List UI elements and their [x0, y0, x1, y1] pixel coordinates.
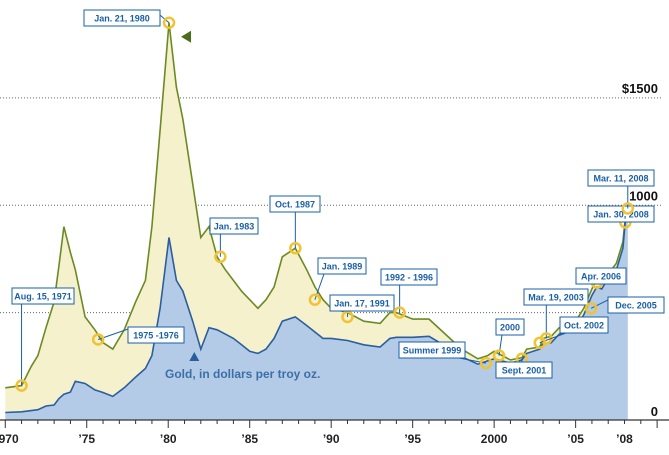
callout: Jan. 1983 — [209, 217, 259, 264]
callout-box — [269, 195, 321, 213]
x-tick-label: ’80 — [160, 432, 177, 446]
callout-marker — [621, 202, 635, 215]
callout-box — [83, 9, 161, 27]
callout-box — [587, 169, 655, 187]
y-axis-label: 0 — [651, 404, 658, 419]
x-tick-label: ’08 — [616, 432, 633, 446]
y-axis-label: 1000 — [629, 188, 658, 203]
callout-label: Oct. 1987 — [275, 200, 315, 210]
y-axis-label: $1500 — [622, 81, 658, 96]
callout-label: Oct. 2002 — [564, 321, 604, 331]
callout-box — [329, 294, 395, 312]
series-label-group: Gold, in dollars per troy oz. — [165, 352, 320, 381]
callout-box — [380, 268, 438, 286]
callout-marker — [289, 241, 302, 255]
callout-label: Jan. 1983 — [214, 222, 255, 232]
peak-marker — [181, 30, 192, 43]
callouts: Jan. 21, 1980 Aug. 15, 1971 1975 -1976 Jan.… — [11, 9, 665, 392]
callout-marker — [584, 302, 598, 315]
y-axis-labels: $1500 1000 0 — [622, 81, 658, 419]
callout-label: Aug. 15, 1971 — [14, 292, 72, 302]
callout: Apr. 2006 — [575, 267, 627, 289]
x-tick-label: ’05 — [567, 432, 584, 446]
callout: Mar. 11, 2008 — [587, 169, 655, 215]
callout-label: 1992 - 1996 — [385, 273, 433, 283]
series-label-arrow — [189, 352, 200, 361]
callout-box — [607, 296, 665, 314]
callout-marker — [393, 306, 406, 319]
callout-box — [495, 361, 553, 379]
callout-label: Mar. 11, 2008 — [593, 174, 648, 184]
callout: Jan. 1989 — [308, 257, 367, 306]
callout-box — [317, 257, 367, 275]
callout-box — [575, 267, 627, 285]
callout-marker — [91, 333, 105, 346]
callout-box — [398, 341, 466, 359]
x-tick-label: ’75 — [78, 432, 95, 446]
callout: Mar. 19, 2003 — [523, 288, 589, 345]
x-axis: 1970 ’75 ’80 ’85 ’90 ’95 2000 ’05 ’08 — [0, 419, 669, 446]
callout-box — [127, 326, 185, 344]
callout: 1975 -1976 — [91, 326, 185, 346]
callout-marker — [533, 336, 547, 349]
callout-marker — [341, 310, 354, 324]
callout-label: Sept. 2001 — [502, 366, 547, 376]
callout-label: 1975 -1976 — [133, 331, 179, 341]
callout-marker — [15, 379, 28, 392]
callout-box — [559, 316, 609, 334]
callout-label: Mar. 19, 2003 — [528, 293, 584, 303]
callout: Jan. 21, 1980 — [83, 9, 176, 29]
callout-label: 2000 — [500, 323, 520, 333]
gridlines — [0, 97, 662, 314]
x-tick-label: ’85 — [241, 432, 258, 446]
callout-marker — [162, 16, 176, 29]
peak-markers — [181, 30, 192, 43]
series-label: Gold, in dollars per troy oz. — [165, 367, 320, 381]
callout-label: Jan. 1989 — [322, 262, 363, 272]
x-tick-label: ’90 — [323, 432, 340, 446]
callout-marker — [214, 250, 227, 264]
callout-marker — [492, 349, 506, 362]
callout-box — [495, 318, 525, 336]
callout-box — [209, 217, 259, 235]
callout-marker — [308, 293, 322, 306]
callout-box — [587, 205, 655, 223]
callout: Summer 1999 — [398, 341, 493, 370]
callout: Oct. 2002 — [533, 316, 609, 349]
callout-marker — [479, 356, 493, 370]
callout-label: Jan. 17, 1991 — [334, 299, 390, 309]
callout: 1992 - 1996 — [380, 268, 438, 319]
x-tick-label: ’95 — [404, 432, 421, 446]
callout-label: Summer 1999 — [403, 346, 462, 356]
callout-label: Jan. 30, 2008 — [593, 210, 649, 220]
callout: Jan. 30, 2008 — [587, 205, 655, 229]
callout: Sept. 2001 — [495, 352, 553, 379]
callout-label: Dec. 2005 — [615, 301, 657, 311]
callout: Dec. 2005 — [584, 296, 665, 315]
callout-label: Jan. 21, 1980 — [94, 14, 150, 24]
callout-leader — [498, 334, 503, 356]
x-tick-label: 1970 — [0, 432, 19, 446]
callout-label: Apr. 2006 — [581, 272, 621, 282]
callout-box — [523, 288, 589, 306]
callout: Aug. 15, 1971 — [11, 287, 75, 392]
callout: Oct. 1987 — [269, 195, 321, 255]
gold-price-area — [5, 209, 628, 420]
callout: Jan. 17, 1991 — [329, 294, 395, 324]
x-tick-label: 2000 — [481, 432, 508, 446]
callout-box — [11, 287, 75, 305]
callout: 2000 — [492, 318, 525, 362]
